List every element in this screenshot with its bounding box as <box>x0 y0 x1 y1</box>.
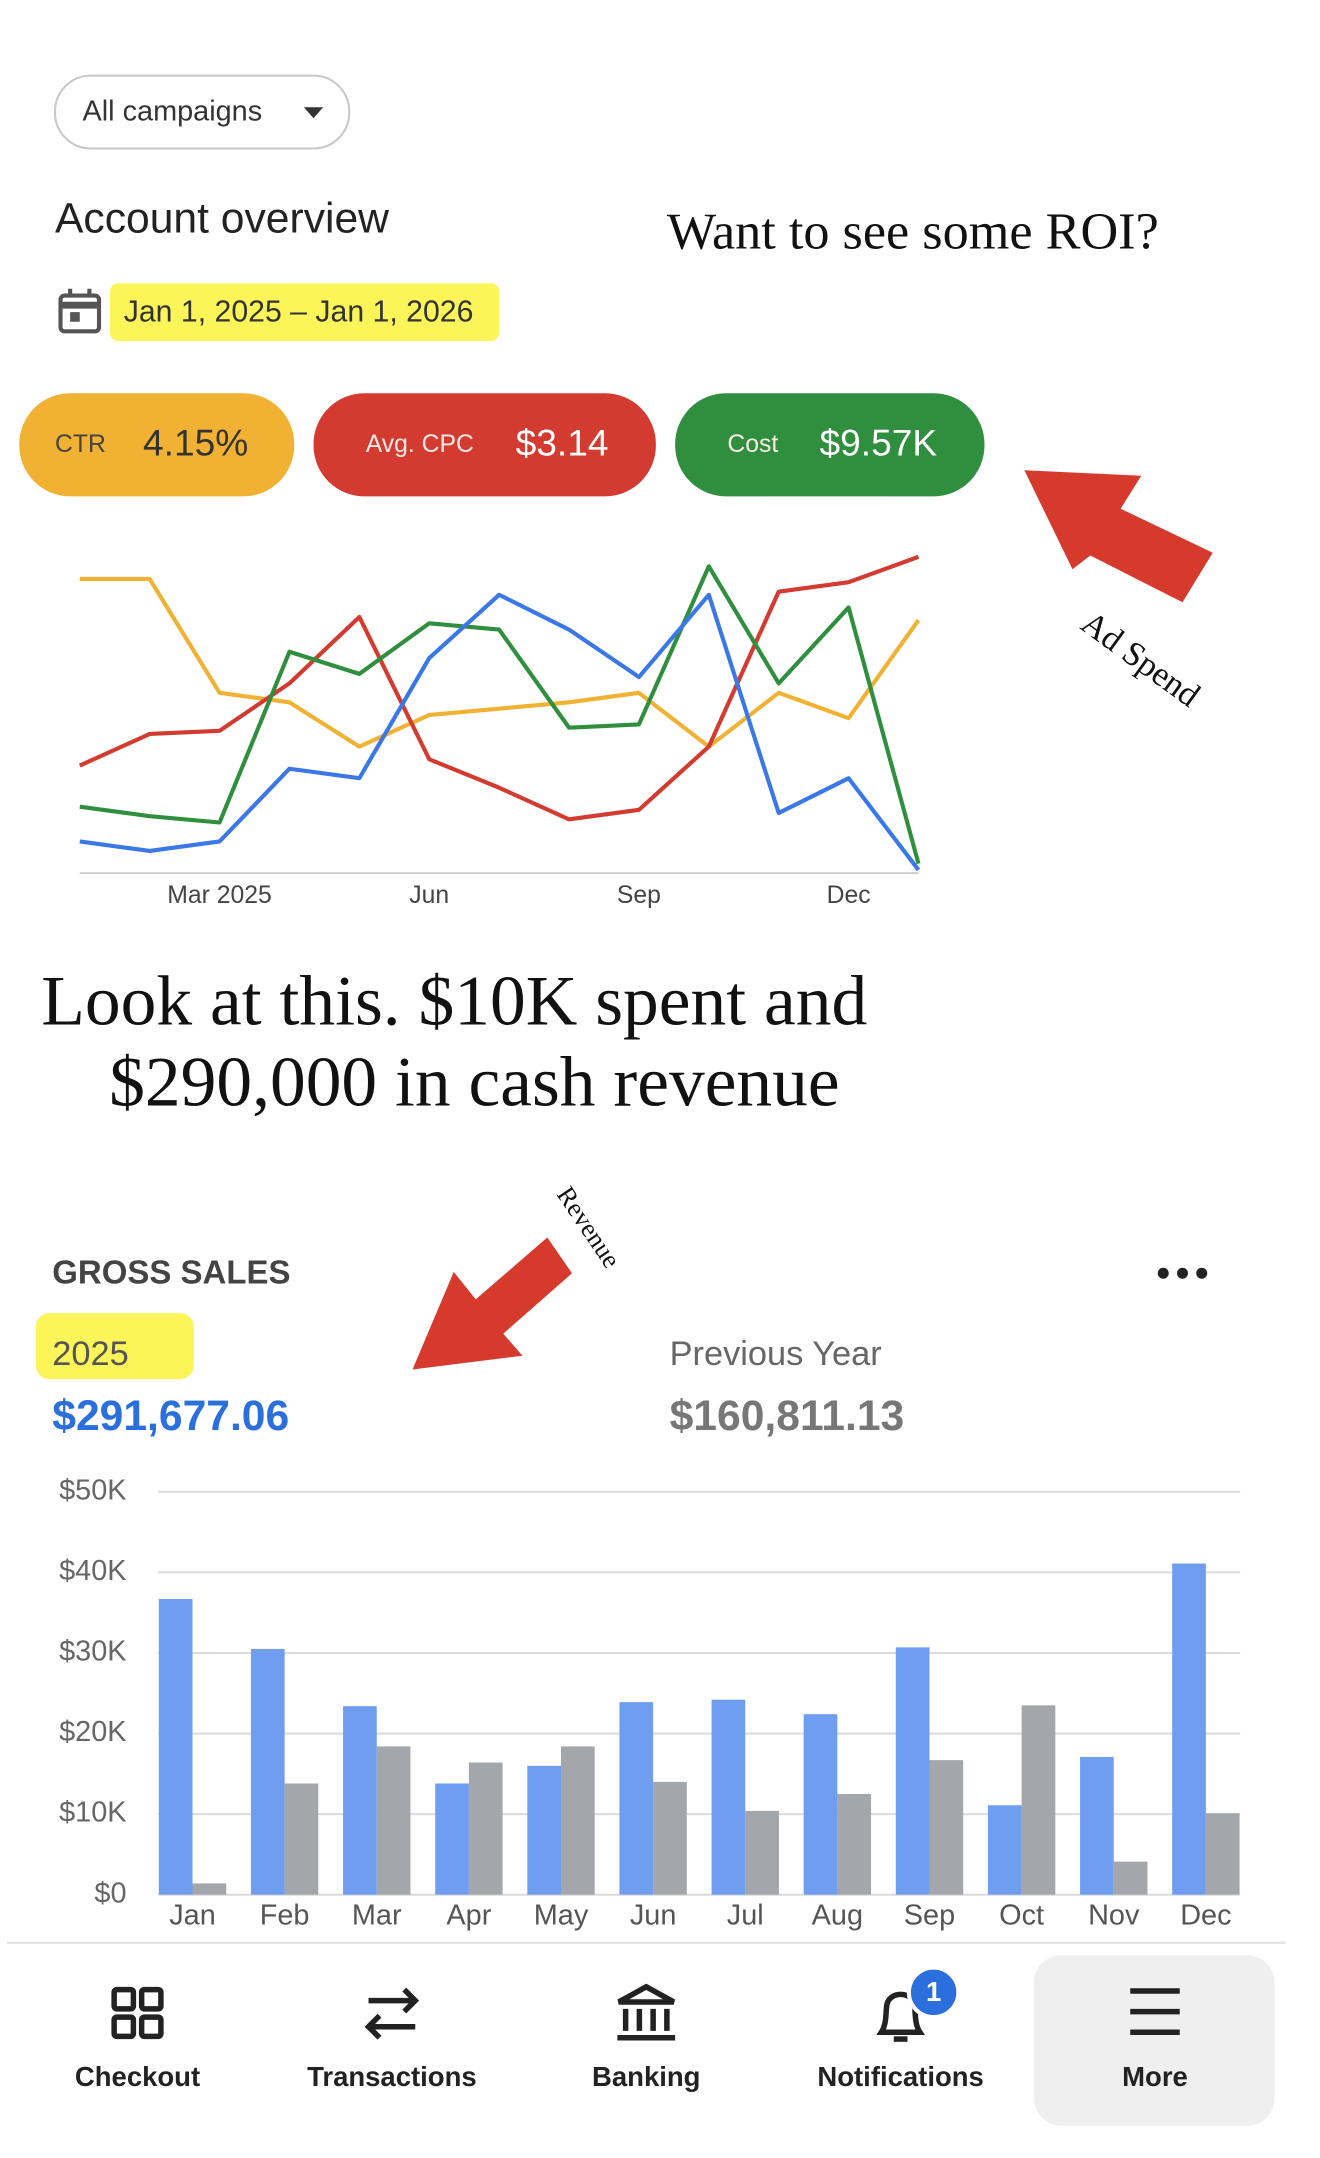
bar <box>158 1598 193 1895</box>
line-series <box>78 554 920 822</box>
line-series <box>79 576 921 749</box>
x-tick-label: Feb <box>260 1899 310 1931</box>
y-tick-label: $30K <box>59 1636 126 1668</box>
x-tick-label: Jun <box>409 882 449 909</box>
x-tick-label: Nov <box>1088 1899 1140 1931</box>
badge-count: 1 <box>926 1976 941 2007</box>
banking-icon <box>617 1983 676 2041</box>
bar <box>745 1810 779 1895</box>
nav-label[interactable]: More <box>1122 2061 1188 2092</box>
nav-label[interactable]: Notifications <box>817 2061 983 2092</box>
x-tick-label: Sep <box>904 1899 955 1931</box>
bar <box>192 1883 227 1895</box>
checkout-icon <box>111 1986 164 2040</box>
filter-button[interactable] <box>53 74 351 150</box>
metric-pill[interactable] <box>675 393 985 497</box>
legend-label: 2025 <box>52 1335 128 1373</box>
bar <box>527 1765 562 1895</box>
nav-label[interactable]: Transactions <box>307 2061 477 2092</box>
x-tick-label: May <box>534 1899 589 1931</box>
bar <box>1080 1756 1114 1895</box>
legend-label: Avg. CPC <box>366 431 474 458</box>
headline: $290,000 in cash revenue <box>109 1042 840 1121</box>
bar <box>343 1706 377 1895</box>
bar <box>468 1762 503 1895</box>
bar <box>929 1760 964 1895</box>
line-series <box>79 564 921 865</box>
x-tick-label: Mar <box>352 1899 402 1931</box>
bar <box>803 1714 838 1895</box>
headline: Look at this. $10K spent and <box>41 961 867 1040</box>
y-tick-label: $40K <box>59 1555 126 1587</box>
bar <box>250 1648 285 1895</box>
bar <box>619 1702 654 1895</box>
highlight <box>35 1313 194 1380</box>
bar <box>1205 1813 1240 1895</box>
bar <box>435 1783 469 1895</box>
bar <box>895 1647 930 1895</box>
date-range: Jan 1, 2025 – Jan 1, 2026 <box>124 295 474 328</box>
x-tick-label: Jul <box>727 1899 764 1931</box>
x-tick-label: Sep <box>617 882 661 909</box>
badge <box>906 1965 961 2020</box>
y-tick-label: $20K <box>59 1716 126 1748</box>
bar <box>711 1699 746 1895</box>
chart-title: GROSS SALES <box>52 1253 290 1290</box>
metric-pill[interactable] <box>19 393 295 497</box>
legend-total: $291,677.06 <box>52 1392 289 1440</box>
y-tick-label: $0 <box>94 1877 126 1909</box>
selected-tab <box>1033 1955 1275 2126</box>
legend-total: $160,811.13 <box>670 1392 905 1440</box>
metric-pill[interactable] <box>313 393 656 497</box>
x-tick-label: Jun <box>630 1899 677 1931</box>
y-tick-label: $10K <box>59 1797 126 1829</box>
more-menu[interactable] <box>1157 1267 1208 1279</box>
bar <box>561 1746 595 1895</box>
legend-value: $9.57K <box>819 421 937 463</box>
arrow <box>412 1237 573 1370</box>
caption: Want to see some ROI? <box>667 202 1159 260</box>
bar <box>1113 1861 1148 1895</box>
nav-label[interactable]: Banking <box>592 2061 700 2092</box>
x-tick-label: Apr <box>446 1899 491 1931</box>
bar <box>284 1783 319 1895</box>
line-series <box>79 592 921 872</box>
highlight <box>110 283 500 341</box>
bar <box>987 1805 1022 1895</box>
bar <box>1172 1563 1206 1895</box>
dropdown-arrow <box>303 107 324 119</box>
x-tick-label: Mar 2025 <box>167 882 271 909</box>
arrow <box>1024 470 1213 603</box>
transactions-icon <box>364 1987 420 2040</box>
bar <box>653 1781 687 1895</box>
bar <box>837 1793 872 1895</box>
legend-label: Cost <box>727 431 778 458</box>
y-tick-label: $50K <box>59 1474 126 1506</box>
x-tick-label: Oct <box>999 1899 1044 1931</box>
x-tick-label: Dec <box>827 882 871 909</box>
notifications-icon <box>876 1991 926 2042</box>
x-tick-label: Aug <box>812 1899 863 1931</box>
legend-value: $3.14 <box>516 421 609 463</box>
bar <box>1021 1705 1056 1895</box>
legend-value: 4.15% <box>143 421 248 463</box>
calendar-icon <box>58 288 102 334</box>
nav-label[interactable]: Checkout <box>75 2061 200 2092</box>
bar <box>376 1746 411 1895</box>
legend-label: CTR <box>55 431 106 458</box>
heading: Account overview <box>55 195 389 243</box>
x-tick-label: Dec <box>1180 1899 1231 1931</box>
filter-label: All campaigns <box>83 95 263 127</box>
x-tick-label: Jan <box>169 1899 216 1931</box>
legend-label: Previous Year <box>670 1335 882 1373</box>
more-icon <box>1130 1988 1180 2035</box>
